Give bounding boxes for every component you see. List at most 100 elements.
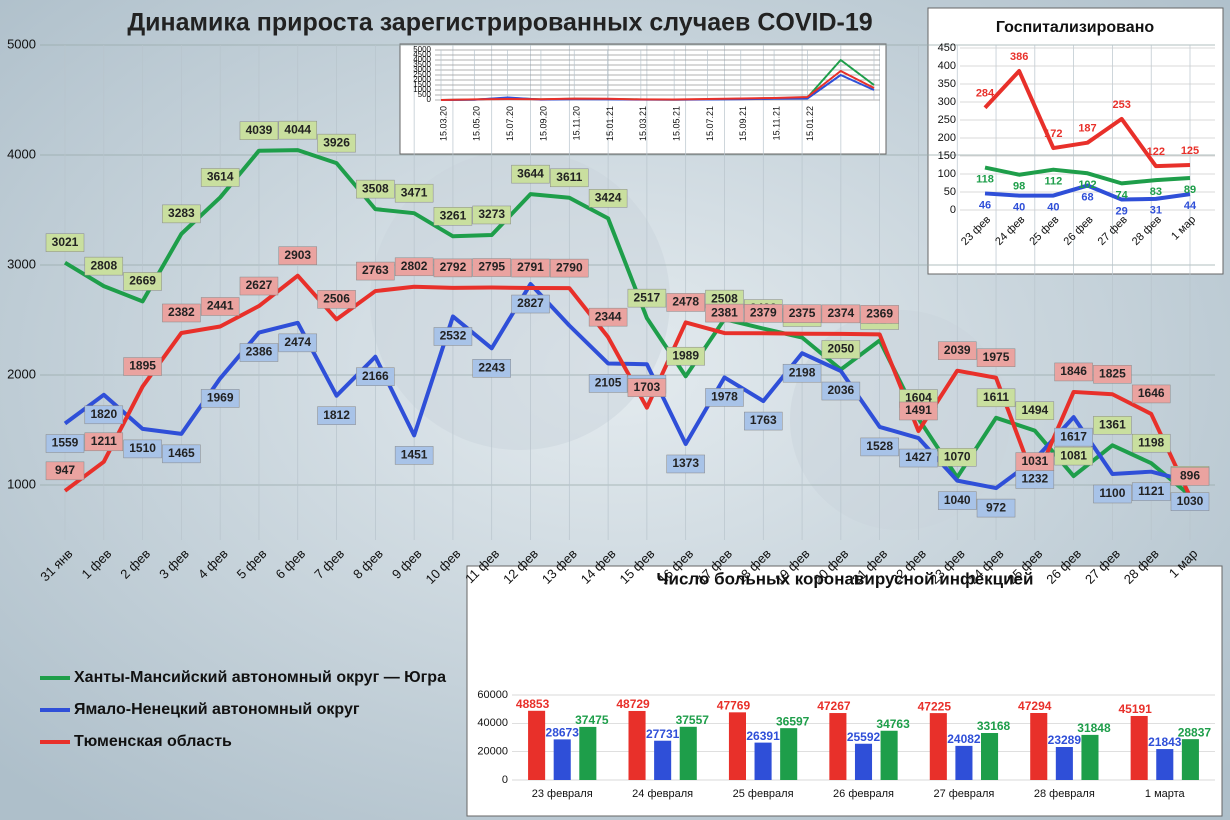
data-label: 2105 xyxy=(595,376,622,390)
label-box xyxy=(976,388,1016,408)
data-label: 2517 xyxy=(634,290,661,304)
data-label: 1030 xyxy=(1177,494,1204,508)
bar xyxy=(1081,734,1099,780)
data-label: 172 xyxy=(1044,128,1062,140)
data-label: 3261 xyxy=(440,208,467,222)
data-label: 24082 xyxy=(947,732,981,746)
data-label: 2763 xyxy=(362,263,389,277)
label-box xyxy=(200,168,240,187)
data-label: 83 xyxy=(1150,186,1162,198)
bar xyxy=(553,739,571,780)
label-box xyxy=(666,346,705,366)
y-tick-label: 4000 xyxy=(413,55,431,64)
label-box xyxy=(860,437,899,457)
label-box xyxy=(317,290,356,309)
data-label: 2669 xyxy=(129,274,156,288)
data-label: 2441 xyxy=(207,299,234,313)
label-box xyxy=(394,446,434,465)
data-label: 1494 xyxy=(1021,403,1048,417)
bar xyxy=(780,728,798,780)
x-tick-label: 15.09.21 xyxy=(738,106,748,141)
data-label: 3424 xyxy=(595,191,622,205)
x-tick-label: 15.03.21 xyxy=(638,106,648,141)
bar xyxy=(1156,749,1174,780)
y-tick-label: 1000 xyxy=(413,85,431,94)
data-label: 2386 xyxy=(246,345,273,359)
label-box xyxy=(821,381,861,401)
x-tick-label: 23 февраля xyxy=(532,788,593,800)
y-tick-label: 5000 xyxy=(413,45,431,54)
data-label: 1510 xyxy=(129,441,156,455)
data-label: 2795 xyxy=(478,260,505,274)
bar xyxy=(854,743,873,780)
y-tick-label: 5000 xyxy=(7,36,36,51)
data-label: 40 xyxy=(1047,202,1059,214)
data-label: 2627 xyxy=(246,278,273,292)
y-tick-label: 0 xyxy=(950,204,956,216)
data-label: 1081 xyxy=(1060,448,1087,462)
data-label: 1451 xyxy=(401,448,428,462)
label-box xyxy=(744,411,783,431)
data-label: 2166 xyxy=(362,369,389,383)
label-box xyxy=(821,304,861,324)
data-label: 972 xyxy=(986,500,1006,514)
label-box xyxy=(472,258,511,277)
label-box xyxy=(200,389,240,408)
data-label: 1611 xyxy=(983,390,1009,404)
data-label: 1975 xyxy=(983,350,1010,364)
data-label: 1491 xyxy=(905,403,932,417)
data-label: 2381 xyxy=(711,305,738,319)
data-label: 284 xyxy=(976,88,995,100)
data-label: 2791 xyxy=(517,260,544,274)
data-label: 2382 xyxy=(168,305,195,319)
data-label: 2050 xyxy=(828,342,855,356)
data-label: 28673 xyxy=(546,726,580,740)
label-box xyxy=(356,367,395,386)
label-box xyxy=(239,121,279,140)
bar xyxy=(679,726,697,780)
data-label: 2903 xyxy=(284,248,311,262)
series-line xyxy=(63,148,1192,497)
label-box xyxy=(511,294,550,314)
y-tick-label: 1000 xyxy=(7,476,36,491)
x-tick-label: 27 февраля xyxy=(933,788,994,800)
label-box xyxy=(317,406,356,425)
series-line xyxy=(984,183,1191,202)
data-label: 1969 xyxy=(207,391,234,405)
bar xyxy=(955,745,973,780)
label-box xyxy=(84,405,124,425)
data-label: 47267 xyxy=(817,699,851,713)
data-label: 2508 xyxy=(711,291,738,305)
x-tick-label: 15.03.20 xyxy=(438,106,448,141)
bar xyxy=(880,730,898,780)
bar xyxy=(829,713,847,780)
data-label: 1040 xyxy=(944,493,971,507)
y-tick-label: 300 xyxy=(938,96,956,108)
data-label: 2374 xyxy=(828,306,855,320)
data-label: 74 xyxy=(1116,189,1129,201)
data-label: 2506 xyxy=(323,292,350,306)
label-box xyxy=(123,439,162,459)
label-box xyxy=(821,340,861,359)
label-box xyxy=(1170,492,1210,511)
data-label: 31848 xyxy=(1077,721,1111,735)
data-label: 2802 xyxy=(401,259,428,273)
data-label: 47769 xyxy=(717,698,751,712)
label-box xyxy=(937,341,977,360)
y-tick-label: 3000 xyxy=(7,256,36,271)
y-tick-label: 50 xyxy=(944,186,956,198)
y-tick-label: 1500 xyxy=(413,80,431,89)
data-label: 1373 xyxy=(672,456,699,470)
data-label: 45191 xyxy=(1118,702,1152,716)
label-box xyxy=(782,304,822,323)
data-label: 68 xyxy=(1081,191,1093,203)
label-box xyxy=(937,491,977,510)
data-label: 25592 xyxy=(847,730,881,744)
data-label: 2375 xyxy=(789,306,816,320)
label-box xyxy=(123,357,162,376)
label-box xyxy=(1054,446,1093,466)
label-box xyxy=(278,246,318,265)
y-tick-label: 400 xyxy=(938,60,956,72)
y-tick-label: 20000 xyxy=(477,746,508,758)
